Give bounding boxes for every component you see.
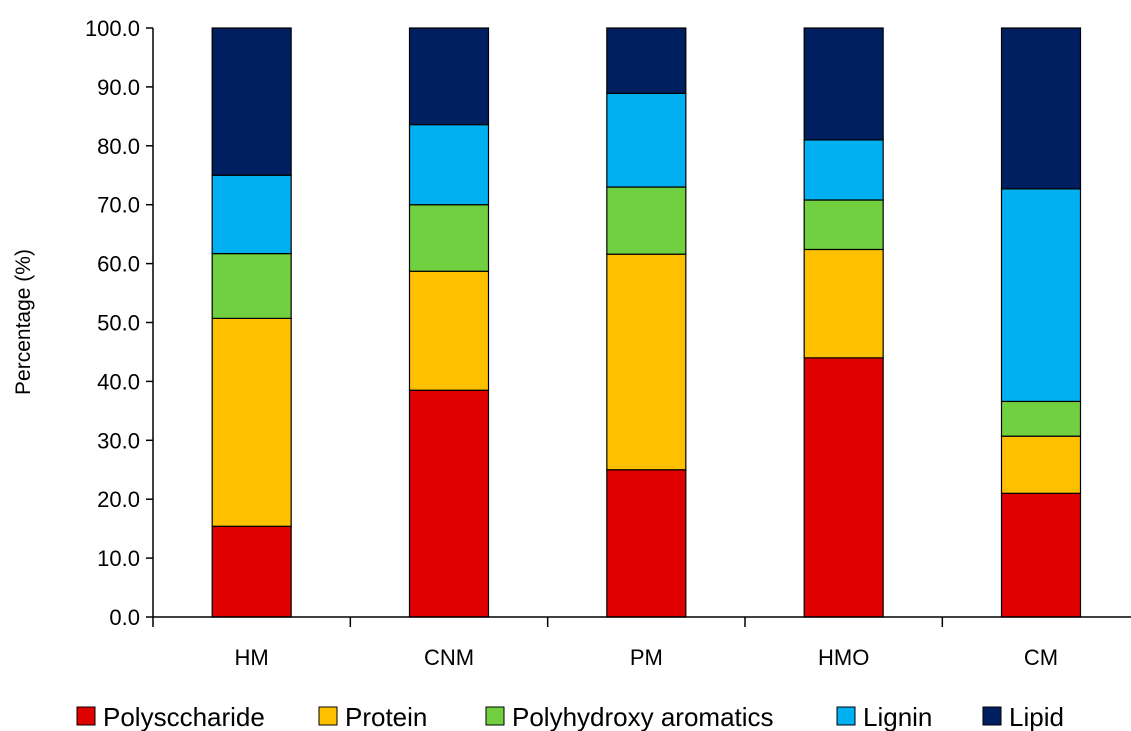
bar-segment-protein [211,317,292,527]
legend-swatch [485,706,505,726]
bar-segment-lipid [1000,27,1082,190]
y-tick-label: 60.0 [97,252,140,277]
bar-segment-protein [803,248,884,359]
y-axis-title: Percentage (%) [12,249,35,395]
bar-segment-lignin [606,92,687,188]
bar-segment-protein [1000,435,1082,494]
x-category-label: PM [630,645,663,670]
y-tick-label: 40.0 [97,369,140,394]
bar-segment-lignin [1000,188,1082,403]
x-category-label: CM [1024,645,1058,670]
y-tick-label: 30.0 [97,428,140,453]
x-category-label: CNM [424,645,474,670]
legend-label: Polysccharide [103,702,265,731]
y-tick-label: 80.0 [97,134,140,159]
x-category-label: HM [235,645,269,670]
bar-segment-polyhydroxy-aromatics [1000,400,1082,437]
legend: Polysccharide Protein Polyhydroxy aromatic… [76,702,1064,731]
x-category-label: HMO [818,645,869,670]
bar-segment-lipid [803,27,884,141]
legend-swatch [836,706,856,726]
y-tick-label: 20.0 [97,487,140,512]
bar-segment-polyhydroxy-aromatics [211,252,292,319]
legend-swatch [76,706,96,726]
y-tick-label: 70.0 [97,193,140,218]
legend-swatch [982,706,1002,726]
y-tick-label: 50.0 [97,311,140,336]
y-tick-label: 90.0 [97,75,140,100]
bar-segment-polysccharide [606,469,687,618]
bar-segment-lignin [408,123,490,206]
bar-segment-polyhydroxy-aromatics [606,186,687,255]
bar-segment-lipid [211,27,292,176]
bar-segment-lignin [211,174,292,255]
y-tick-label: 100.0 [85,16,140,41]
bar-segment-polysccharide [211,525,292,618]
legend-label: Polyhydroxy aromatics [512,702,774,731]
bar-segment-polyhydroxy-aromatics [408,204,490,272]
bar-segment-lignin [803,139,884,201]
y-axis-ticks: 0.0 10.0 20.0 30.0 40.0 50.0 60.0 70.0 80.0 90.0 1… [85,16,153,630]
x-axis-ticks: HM CNM PM HMO CM [152,617,1058,670]
bar-segment-polysccharide [408,389,490,618]
y-tick-label: 0.0 [109,605,140,630]
bar-segment-polysccharide [1000,492,1082,618]
legend-label: Lignin [863,702,932,731]
bar-stacks [211,27,1082,618]
bar-segment-lipid [606,27,687,94]
legend-swatch [318,706,338,726]
bar-segment-protein [606,253,687,471]
legend-label: Protein [345,702,427,731]
bar-segment-polysccharide [803,357,884,618]
y-tick-label: 10.0 [97,546,140,571]
bar-segment-polyhydroxy-aromatics [803,199,884,251]
bar-segment-protein [408,270,490,391]
legend-label: Lipid [1009,702,1064,731]
bar-segment-lipid [408,27,490,126]
